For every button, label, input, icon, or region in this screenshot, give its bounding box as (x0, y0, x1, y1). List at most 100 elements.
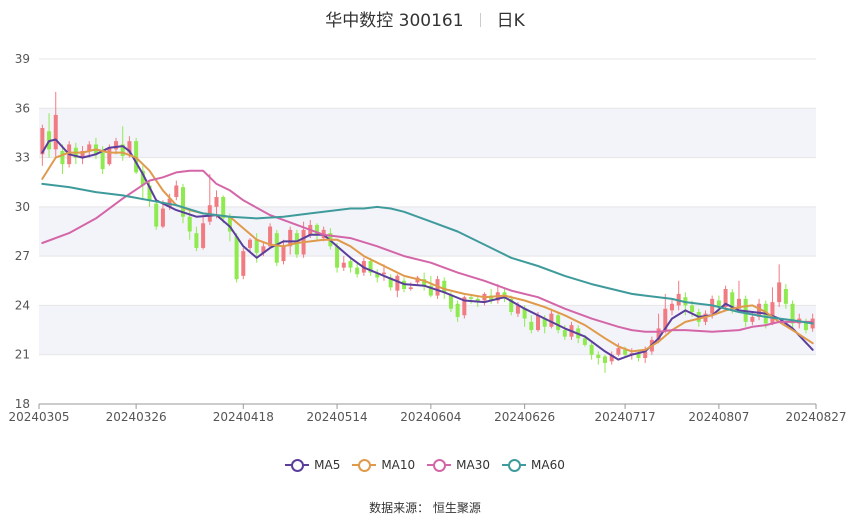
candle (147, 180, 152, 207)
candle (395, 274, 400, 298)
candle-body (160, 208, 165, 227)
candle-body (455, 303, 460, 317)
candle (462, 295, 467, 319)
data-source: 数据来源： 恒生聚源 (369, 501, 481, 515)
candle-body (181, 187, 186, 217)
legend-item-ma10[interactable]: MA10 (352, 458, 415, 472)
candle-body (187, 216, 192, 232)
candle-body (341, 262, 346, 268)
candle-body (475, 298, 480, 303)
title-separator (479, 13, 481, 27)
candle (636, 349, 641, 362)
candle (127, 136, 132, 158)
candle-body (214, 197, 219, 207)
candle-body (489, 295, 494, 301)
candle (549, 308, 554, 329)
series-line-ma5 (41, 138, 814, 361)
candle-body (777, 282, 782, 303)
legend-item-ma5[interactable]: MA5 (285, 458, 340, 472)
legend-swatch (427, 458, 452, 472)
candle-body (669, 303, 674, 311)
candle (154, 198, 159, 230)
candle-body (174, 185, 179, 197)
candle-body (656, 328, 661, 340)
candle-body (288, 229, 293, 247)
candle-body (663, 308, 668, 331)
candle (281, 239, 286, 265)
candle (669, 298, 674, 316)
candle-body (127, 141, 132, 153)
candle-body (435, 279, 440, 296)
candle (509, 295, 514, 316)
candle-body (388, 277, 393, 288)
candle-body (643, 351, 648, 358)
y-tick-label: 27 (15, 249, 30, 263)
candle-body (375, 272, 380, 278)
y-tick-label: 36 (15, 101, 30, 115)
candle-body (221, 197, 226, 219)
candle (241, 247, 246, 280)
candle-body (549, 313, 554, 327)
candle-body (556, 315, 561, 331)
candle (589, 341, 594, 360)
candle-body (227, 216, 232, 232)
series-line-ma60 (41, 182, 814, 325)
ma-lines (41, 138, 814, 361)
candle (388, 274, 393, 291)
candle (207, 174, 212, 225)
candle (348, 257, 353, 273)
legend-item-ma30[interactable]: MA30 (427, 458, 490, 472)
candle-body (422, 279, 427, 286)
x-tick-label: 20240717 (595, 410, 656, 424)
legend-label: MA30 (456, 458, 491, 472)
candle (40, 124, 45, 166)
candle-body (268, 226, 273, 247)
candle-body (783, 289, 788, 304)
y-tick-label: 39 (15, 52, 30, 66)
candle (87, 141, 92, 158)
y-tick-label: 18 (15, 397, 30, 411)
candle (723, 285, 728, 311)
candle (341, 256, 346, 271)
candle (174, 180, 179, 201)
candle-body (716, 300, 721, 308)
candle-body (107, 147, 112, 165)
candle (556, 312, 561, 334)
candle-body (368, 261, 373, 273)
x-tick-label: 20240514 (307, 410, 368, 424)
legend-label: MA5 (314, 458, 341, 472)
legend-item-ma60[interactable]: MA60 (502, 458, 565, 472)
series-line-ma30 (41, 169, 814, 333)
y-band (39, 108, 816, 158)
candle-body (803, 321, 808, 331)
x-tick-label: 20240305 (8, 410, 69, 424)
candle (602, 354, 608, 373)
candle (368, 257, 373, 276)
candle-body (154, 203, 159, 227)
chart-title: 华中数控 300161 日K (0, 6, 850, 31)
stock-name: 华中数控 300161 (325, 11, 464, 31)
candle-body (87, 144, 92, 151)
candle (274, 229, 279, 266)
candle-body (234, 236, 239, 280)
candle-body (442, 280, 447, 293)
kline-chart: 18 21 24 27 30 33 36 39 20240305 20240326 2024041… (8, 52, 846, 424)
legend-swatch (352, 458, 377, 472)
candle (529, 315, 534, 334)
candle (80, 146, 85, 165)
candle (790, 300, 795, 329)
candle (201, 215, 206, 250)
candle-body (536, 315, 541, 331)
candle-body (120, 144, 125, 156)
y-tick-label: 33 (15, 151, 30, 165)
candle (221, 195, 226, 224)
candle-body (636, 353, 641, 358)
candle-body (448, 295, 453, 309)
candle-body (40, 128, 45, 155)
x-tick-label: 20240807 (688, 410, 749, 424)
candle-body (462, 297, 467, 316)
legend: MA5 MA10 MA30 MA60 (0, 458, 850, 475)
candle-body (623, 349, 628, 355)
legend-label: MA60 (531, 458, 565, 472)
candle (140, 165, 145, 201)
